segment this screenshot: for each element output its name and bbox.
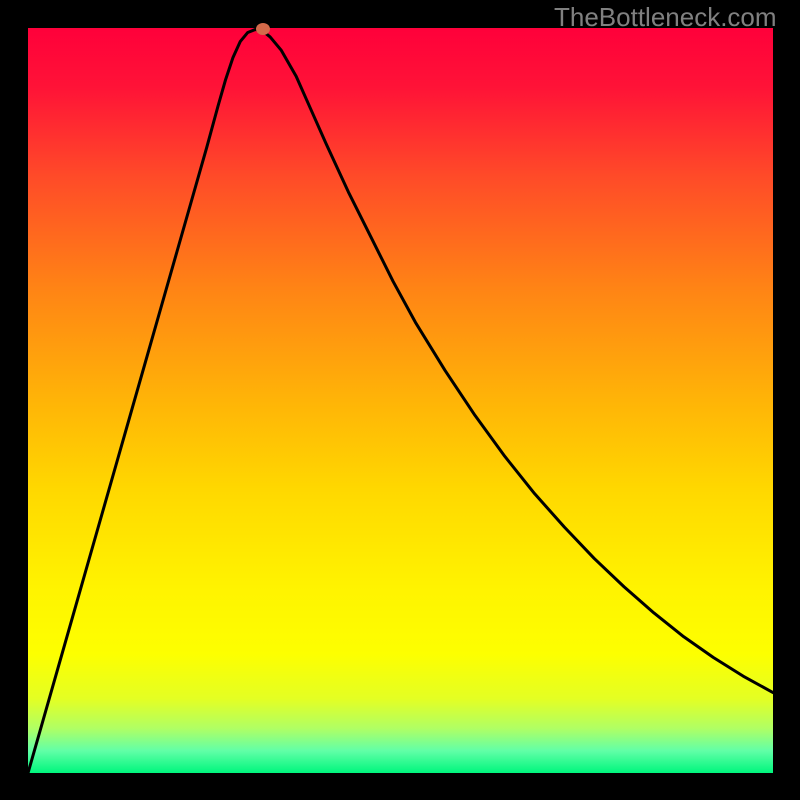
bottleneck-curve (28, 29, 773, 773)
plot-area (28, 28, 773, 773)
chart-canvas: TheBottleneck.com (0, 0, 800, 800)
watermark-text: TheBottleneck.com (554, 2, 777, 33)
curve-layer (28, 28, 773, 773)
minimum-marker (256, 23, 270, 35)
